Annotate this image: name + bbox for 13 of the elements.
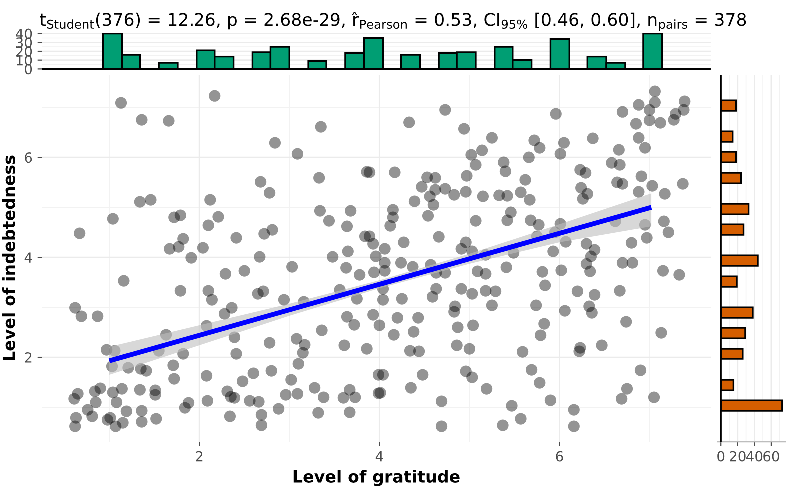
x-tick-label: 20: [730, 451, 746, 462]
y-tick-label: 6: [25, 152, 32, 164]
x-tick-label: 6: [556, 451, 564, 462]
x-tick-label: 40: [746, 451, 763, 462]
y-tick-label: 2: [25, 352, 32, 363]
x-tick-label: 0: [718, 451, 725, 462]
x-axis-title: Level of gratitude: [294, 470, 460, 486]
x-tick-label: 60: [764, 451, 780, 462]
chart-title: t$_{Student}$(376) = 12.26, p = 2.68e-29, r̂$_{Pearson}$ = 0.53, CI$_{95%}$ [0.46, 0.60], n$_{pairs}$ = 378: [40, 12, 746, 32]
x-tick-label: 4: [376, 451, 384, 462]
y-tick-label: 4: [24, 252, 32, 263]
y-axis-title: Level of indebtedness: [2, 156, 16, 361]
x-tick-label: 2: [196, 451, 203, 462]
